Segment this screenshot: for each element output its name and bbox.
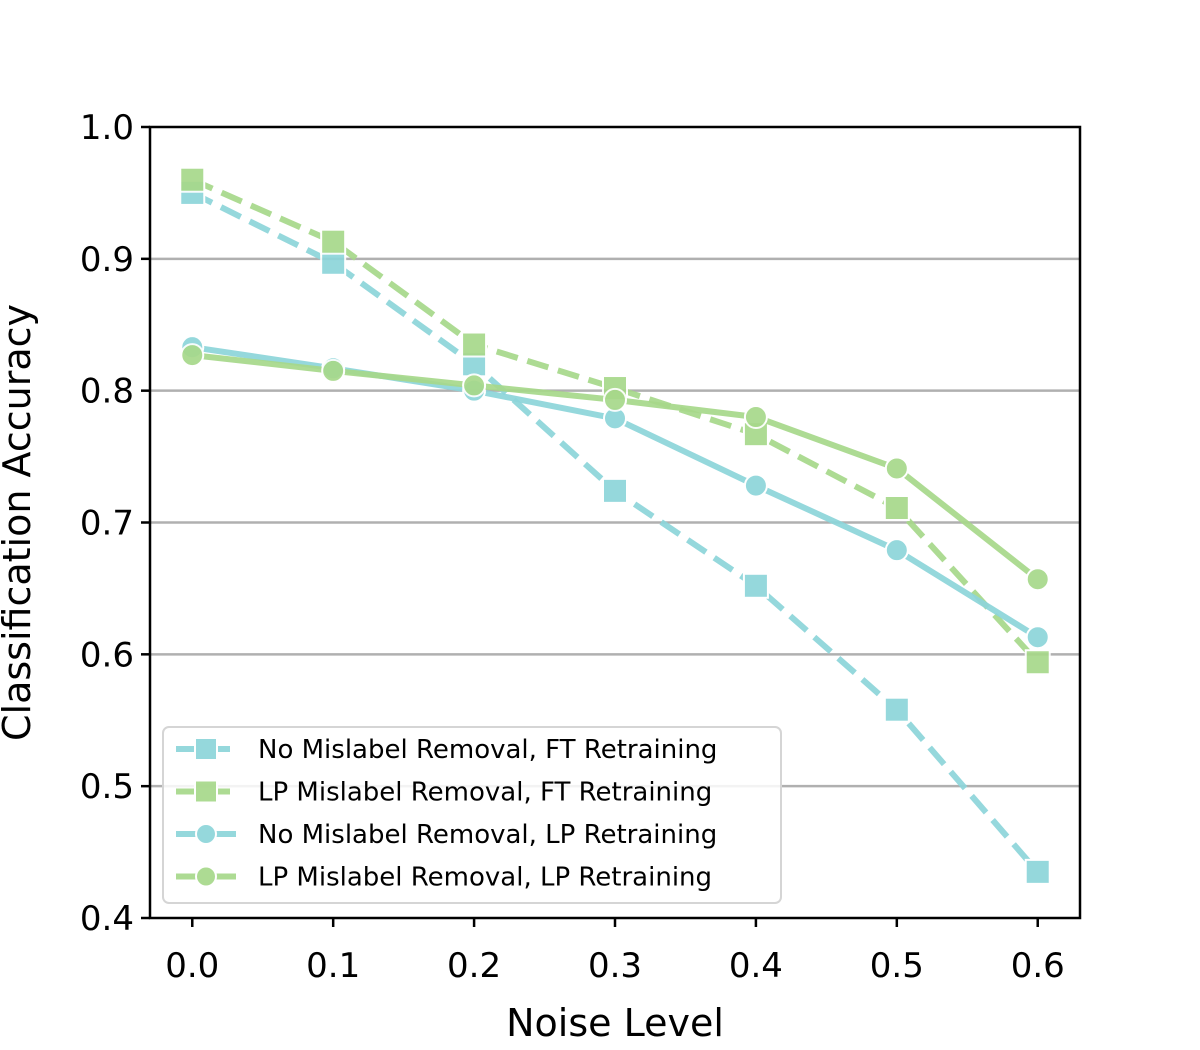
legend-marker <box>194 779 218 804</box>
data-point <box>179 166 206 193</box>
legend-label: No Mislabel Removal, LP Retraining <box>258 820 717 850</box>
data-point <box>1025 567 1050 592</box>
data-point <box>462 373 487 398</box>
legend-item <box>176 823 236 845</box>
x-tick-label: 0.4 <box>729 946 783 986</box>
x-tick-label: 0.0 <box>165 946 219 986</box>
y-tick-label: 0.6 <box>80 635 134 675</box>
x-tick-label: 0.3 <box>588 946 642 986</box>
data-point <box>1025 625 1050 650</box>
data-point <box>743 473 768 498</box>
legend-item <box>176 779 236 804</box>
plot-series <box>179 166 1051 885</box>
y-axis-label: Classification Accuracy <box>0 304 39 741</box>
y-tick-label: 0.9 <box>80 240 134 280</box>
y-tick-label: 1.0 <box>80 108 134 148</box>
series-2 <box>179 166 1051 676</box>
legend-label: LP Mislabel Removal, LP Retraining <box>258 863 712 893</box>
data-point <box>603 387 627 412</box>
x-tick-label: 0.6 <box>1011 946 1065 986</box>
legend-item <box>176 865 236 888</box>
legend-marker <box>194 737 218 761</box>
data-point <box>602 477 628 504</box>
legend-item <box>176 737 236 761</box>
x-tick-label: 0.1 <box>306 946 360 986</box>
y-tick-label: 0.4 <box>80 899 134 939</box>
data-point <box>1024 649 1051 676</box>
legend-marker <box>195 823 217 845</box>
data-point <box>1024 858 1051 885</box>
data-point <box>461 331 488 358</box>
data-point <box>742 572 769 599</box>
data-point <box>743 405 768 430</box>
x-axis-label: Noise Level <box>506 1001 724 1045</box>
legend-marker <box>195 865 217 888</box>
data-point <box>180 343 205 368</box>
data-point <box>883 696 910 723</box>
x-tick-label: 0.5 <box>870 946 924 986</box>
legend: No Mislabel Removal, FT Retraining LP Mis… <box>162 726 782 904</box>
axis-ticks: 0.4 0.5 0.6 0.7 0.8 0.9 1.0 0.0 0.1 0.2 0.3 0.4 0.5 0… <box>80 108 1065 986</box>
legend-label: No Mislabel Removal, FT Retraining <box>258 735 717 765</box>
y-tick-label: 0.7 <box>80 504 134 544</box>
grid-lines <box>150 257 1080 788</box>
series-4 <box>180 343 1050 592</box>
y-tick-label: 0.8 <box>80 372 134 412</box>
x-tick-label: 0.2 <box>447 946 501 986</box>
data-point <box>321 358 346 383</box>
data-point <box>884 456 909 481</box>
legend-box <box>162 726 782 904</box>
data-point <box>884 538 909 563</box>
y-tick-label: 0.5 <box>80 767 134 807</box>
data-point <box>320 228 347 255</box>
data-point <box>883 494 910 521</box>
legend-label: LP Mislabel Removal, FT Retraining <box>258 778 712 808</box>
